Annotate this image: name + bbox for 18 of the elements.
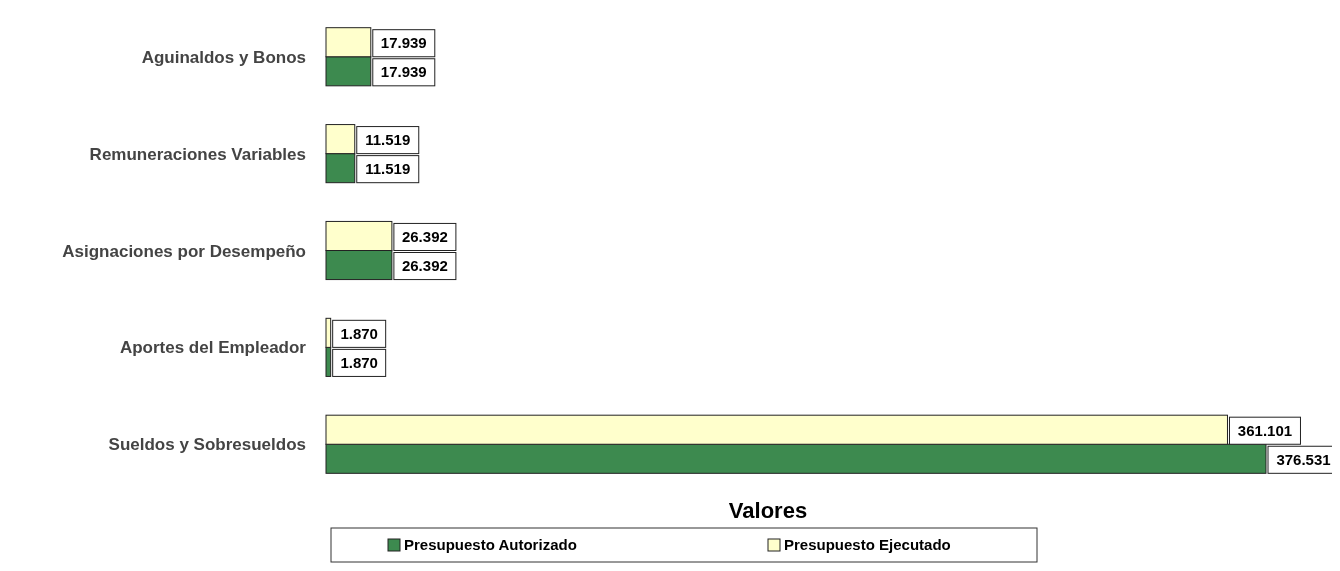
y-tick-label: Remuneraciones Variables: [89, 144, 306, 164]
data-label: 26.392: [401, 227, 448, 245]
data-label: 11.519: [365, 131, 411, 149]
data-label: 361.101: [1237, 421, 1293, 439]
data-label: 1.870: [340, 324, 378, 342]
x-axis-title: Valores: [728, 498, 808, 523]
data-label: 17.939: [380, 63, 427, 81]
data-label: 11.519: [365, 160, 411, 178]
data-label: 376.531: [1276, 450, 1331, 468]
data-label: 1.870: [340, 353, 378, 371]
legend-label: Presupuesto Autorizado: [404, 536, 577, 553]
y-tick-label: Aportes del Empleador: [119, 338, 307, 358]
data-label: 26.392: [401, 257, 448, 275]
y-tick-label: Aguinaldos y Bonos: [141, 47, 306, 67]
y-tick-label: Asignaciones por Desempeño: [62, 241, 306, 261]
y-tick-label: Sueldos y Sobresueldos: [108, 435, 306, 455]
legend-label: Presupuesto Ejecutado: [784, 536, 951, 553]
data-label: 17.939: [380, 34, 427, 52]
